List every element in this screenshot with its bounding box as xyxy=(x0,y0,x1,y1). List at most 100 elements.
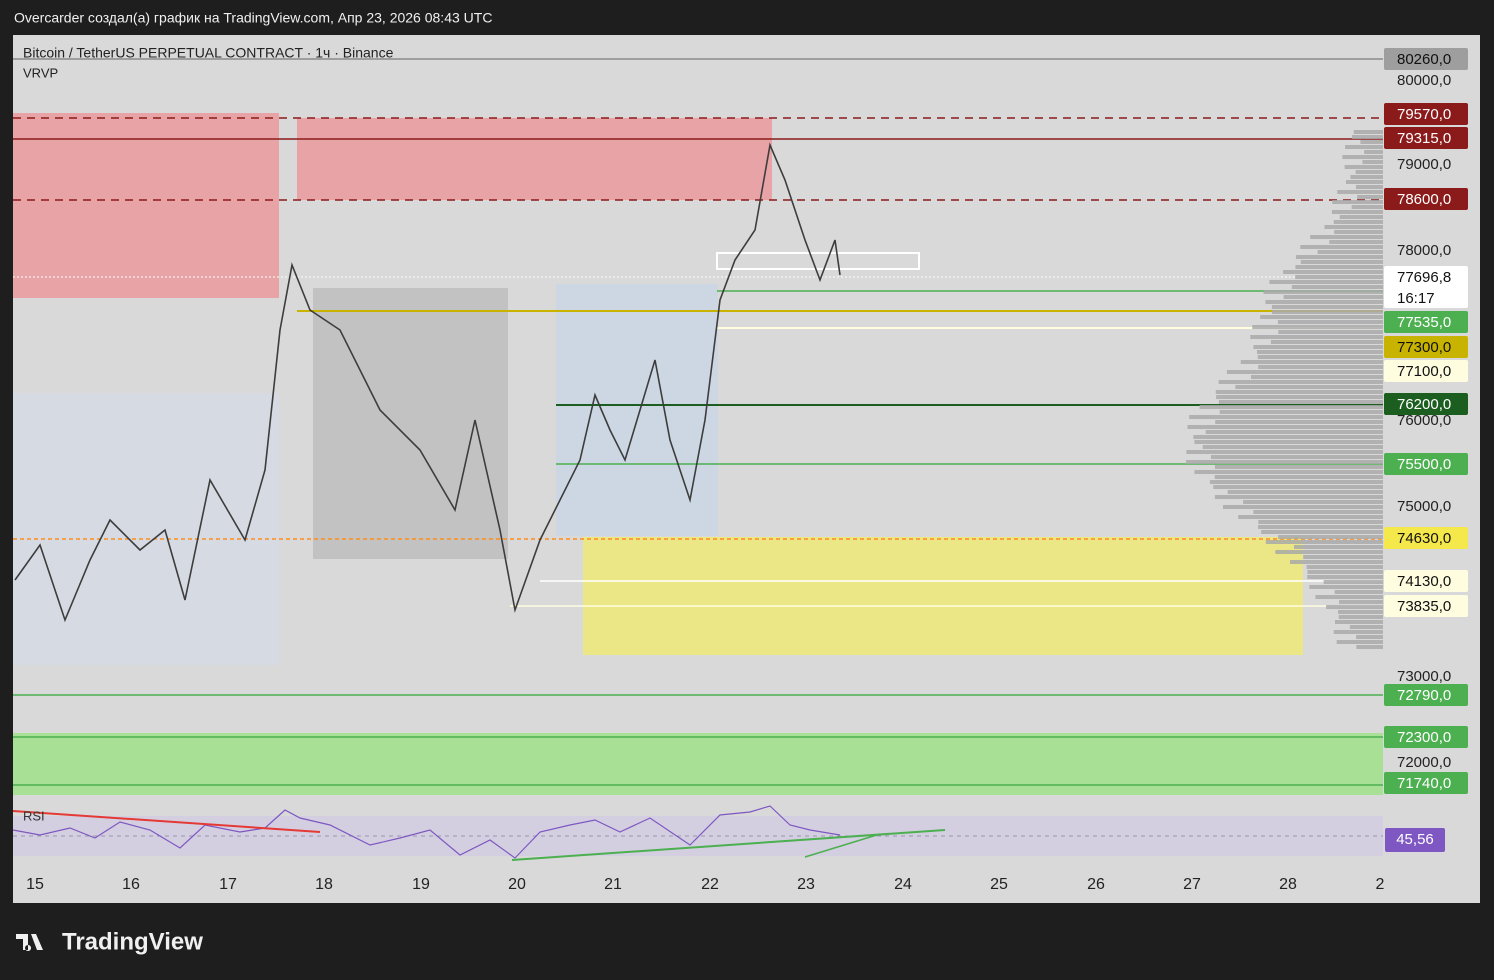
price-label: 77696,8 xyxy=(1397,269,1451,286)
volume-bar xyxy=(1240,360,1383,364)
volume-bar xyxy=(1250,335,1383,339)
volume-bar xyxy=(1214,465,1383,469)
volume-bar xyxy=(1243,500,1383,504)
box-outline xyxy=(716,252,920,270)
supply-zone xyxy=(13,113,279,298)
price-label-box xyxy=(1384,48,1468,70)
time-label: 2 xyxy=(1376,876,1385,893)
volume-bar xyxy=(1270,340,1383,344)
volume-bar xyxy=(1271,310,1383,314)
price-label-box xyxy=(1384,188,1468,210)
volume-bar xyxy=(1355,170,1383,174)
volume-bar xyxy=(1219,410,1383,414)
price-label: 77300,0 xyxy=(1397,339,1451,356)
rsi-line xyxy=(12,805,841,859)
volume-bar xyxy=(1350,175,1383,179)
volume-bar xyxy=(1216,395,1383,399)
volume-bar xyxy=(1310,235,1383,239)
price-label-box xyxy=(1384,595,1468,617)
volume-bar xyxy=(1258,365,1383,369)
price-label: 79315,0 xyxy=(1397,130,1451,147)
rsi-label: RSI xyxy=(23,808,45,823)
volume-bar xyxy=(1295,255,1383,259)
time-label: 21 xyxy=(604,876,622,893)
volume-bar xyxy=(1263,290,1383,294)
volume-bar xyxy=(1283,270,1383,274)
volume-bar xyxy=(1215,420,1383,424)
volume-bar xyxy=(1223,505,1383,509)
price-label-box xyxy=(1384,336,1468,358)
supply-zone xyxy=(297,118,772,200)
volume-bar xyxy=(1218,400,1383,404)
price-label: 78600,0 xyxy=(1397,191,1451,208)
price-label-box xyxy=(1384,570,1468,592)
volume-bar xyxy=(1265,540,1383,544)
volume-bar xyxy=(1213,485,1383,489)
volume-bar xyxy=(1199,405,1383,409)
volume-bar xyxy=(1334,230,1383,234)
volume-bar xyxy=(1194,440,1383,444)
volume-bar xyxy=(1307,570,1383,574)
volume-bar xyxy=(1295,265,1383,269)
volume-bar xyxy=(1362,160,1383,164)
volume-bar xyxy=(1303,555,1383,559)
volume-bar xyxy=(1339,600,1383,604)
volume-bar xyxy=(1253,510,1383,514)
volume-bar xyxy=(1336,640,1383,644)
volume-bar xyxy=(1210,455,1383,459)
price-label: 77100,0 xyxy=(1397,363,1451,380)
demand-zone xyxy=(583,537,1303,655)
trend-line xyxy=(804,833,881,858)
price-label: 72000,0 xyxy=(1397,754,1451,771)
price-label: 79570,0 xyxy=(1397,106,1451,123)
volume-bar xyxy=(1351,205,1383,209)
volume-bar xyxy=(1300,245,1383,249)
time-label: 19 xyxy=(412,876,430,893)
volume-bar xyxy=(1349,625,1383,629)
volume-bar xyxy=(1323,580,1383,584)
price-label-box xyxy=(1384,103,1468,125)
price-label-box xyxy=(1384,726,1468,748)
volume-bar xyxy=(1337,190,1383,194)
price-label-box xyxy=(1384,360,1468,382)
volume-bar xyxy=(1309,585,1383,589)
volume-bar xyxy=(1339,215,1383,219)
time-label: 27 xyxy=(1183,876,1201,893)
price-label: 75500,0 xyxy=(1397,456,1451,473)
price-label-box xyxy=(1384,772,1468,794)
volume-bar xyxy=(1256,350,1383,354)
volume-bar xyxy=(1278,535,1383,539)
volume-bar xyxy=(1238,515,1383,519)
time-label: 23 xyxy=(797,876,815,893)
price-label: 16:17 xyxy=(1397,290,1435,307)
symbol-title: Bitcoin / TetherUS PERPETUAL CONTRACT · … xyxy=(23,45,394,61)
volume-bar xyxy=(1227,490,1383,494)
volume-bar xyxy=(1326,605,1383,609)
volume-bar xyxy=(1253,345,1383,349)
price-label: 73835,0 xyxy=(1397,598,1451,615)
price-label: 78000,0 xyxy=(1397,242,1451,259)
volume-bar xyxy=(1235,385,1383,389)
price-label-box xyxy=(1384,266,1468,308)
volume-bar xyxy=(1186,450,1383,454)
volume-bar xyxy=(1189,415,1383,419)
volume-bar xyxy=(1215,390,1383,394)
volume-bar xyxy=(1258,520,1383,524)
volume-bar xyxy=(1202,445,1383,449)
price-label: 74130,0 xyxy=(1397,573,1451,590)
volume-bar xyxy=(1334,590,1383,594)
rsi-band xyxy=(13,816,1383,856)
volume-bar xyxy=(1317,250,1383,254)
time-label: 26 xyxy=(1087,876,1105,893)
price-path xyxy=(14,142,841,623)
volume-bar xyxy=(1345,145,1383,149)
trend-line xyxy=(12,810,321,833)
volume-bar xyxy=(1332,200,1383,204)
volume-bar xyxy=(1261,530,1383,534)
range-box xyxy=(313,288,508,559)
volume-bar xyxy=(1334,620,1383,624)
time-label: 17 xyxy=(219,876,237,893)
volume-bar xyxy=(1260,315,1383,319)
time-label: 15 xyxy=(26,876,44,893)
volume-bar xyxy=(1338,610,1383,614)
